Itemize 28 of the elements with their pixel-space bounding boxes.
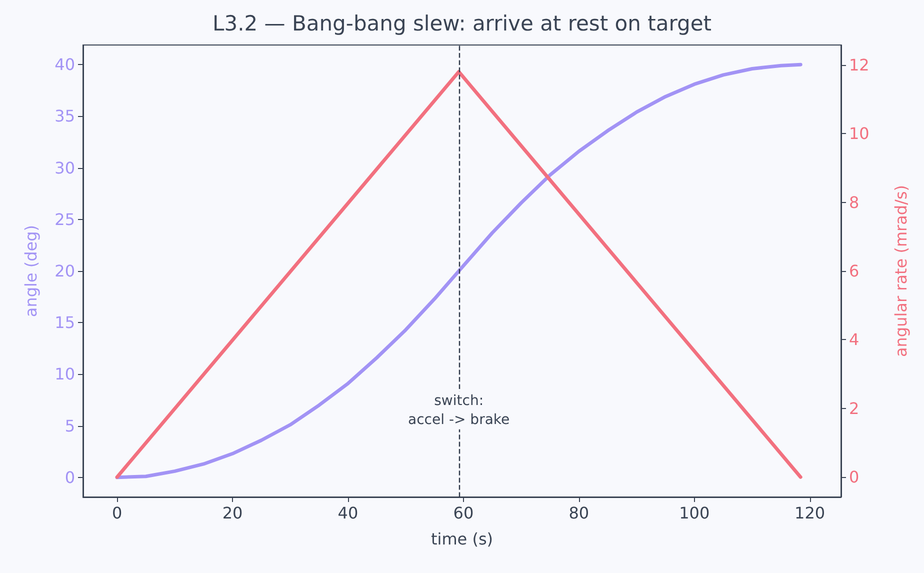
y2-tick-label: 12 xyxy=(849,55,870,74)
y2-tick-label: 2 xyxy=(849,398,860,418)
y2-tick-label: 6 xyxy=(849,262,860,280)
y-tick-label: 0 xyxy=(64,468,75,487)
x-tick-label: 60 xyxy=(453,504,474,522)
y-tick-label: 20 xyxy=(54,262,75,280)
x-tick-label: 40 xyxy=(338,504,358,522)
y-tick-label: 15 xyxy=(54,313,75,332)
y2-tick-label: 4 xyxy=(849,330,860,350)
x-tick-label: 80 xyxy=(568,504,590,522)
chart-title: L3.2 — Bang-bang slew: arrive at rest on target xyxy=(212,12,712,36)
y2-axis-title: angular rate (mrad/s) xyxy=(892,184,910,358)
x-tick-label: 120 xyxy=(794,504,826,522)
x-tick-label: 0 xyxy=(112,504,122,522)
y-tick-label: 25 xyxy=(54,210,75,229)
y-tick-label: 10 xyxy=(54,364,75,384)
y-tick-label: 35 xyxy=(54,106,75,126)
y-tick-label: 40 xyxy=(54,55,75,74)
y-tick-label: 5 xyxy=(64,416,75,436)
y2-tick-label: 0 xyxy=(849,468,860,487)
x-tick-label: 20 xyxy=(222,504,243,522)
x-axis-title: time (s) xyxy=(430,530,494,548)
y-axis-title: angle (deg) xyxy=(22,224,40,318)
x-tick-label: 100 xyxy=(679,504,710,522)
y2-tick-label: 8 xyxy=(849,192,860,212)
y2-tick-label: 10 xyxy=(849,124,870,144)
annotation: switch: accel -> brake xyxy=(408,392,510,428)
y-tick-label: 30 xyxy=(54,158,75,178)
